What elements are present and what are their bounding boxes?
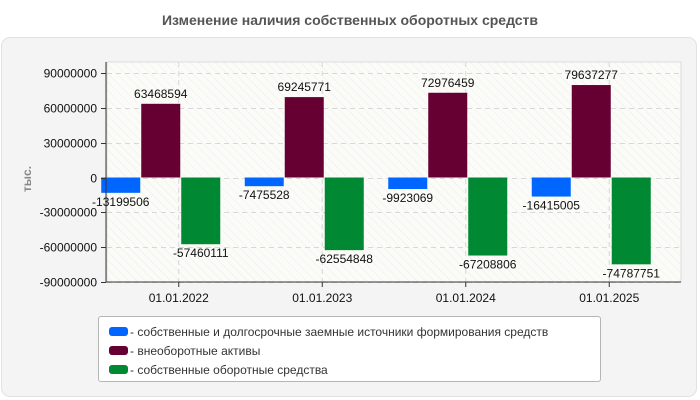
bar [101,177,141,193]
bar-value-label: 63468594 [134,87,188,101]
bar-value-label: -62554848 [316,252,374,266]
legend-label: - внеоборотные активы [130,343,261,358]
legend-item: - собственные оборотные средства [109,360,600,379]
x-tick-label: 01.01.2022 [149,291,209,305]
y-tick-label: 30000000 [44,137,98,151]
y-tick-label: -30000000 [40,206,98,220]
bar-value-label: 79637277 [565,68,619,82]
legend-item: - внеоборотные активы [109,341,600,360]
x-axis-ticks: 01.01.2022 01.01.2023 01.01.2024 01.01.2025 [149,282,640,305]
bar-value-label: 72976459 [421,76,475,90]
bar-value-label: 69245771 [278,80,332,94]
legend: - собственные и долгосрочные заемные ист… [98,316,601,382]
y-tick-label: 90000000 [44,67,98,81]
legend-label: - собственные оборотные средства [130,362,328,377]
y-tick-label: -90000000 [40,276,98,290]
bar [468,177,508,256]
bar [611,177,651,265]
legend-swatch-icon [109,346,128,355]
chart-title: Изменение наличия собственных оборотных … [161,12,539,28]
bar-value-label: -9923069 [382,191,433,205]
bar [571,85,611,178]
y-tick-label: -60000000 [40,241,98,255]
bar [428,92,468,178]
bar-value-label: -16415005 [523,199,581,213]
bar [531,177,571,197]
x-tick-label: 01.01.2025 [579,291,639,305]
x-tick-label: 01.01.2023 [292,291,352,305]
y-axis-label: тыс. [20,165,35,193]
bar-value-label: -7475528 [239,188,290,202]
bars [101,85,651,265]
bar-value-label: -13199506 [92,195,150,209]
y-axis-ticks: 90000000 60000000 30000000 0 -30000000 -60000… [40,67,106,290]
x-tick-label: 01.01.2024 [436,291,496,305]
legend-item: - собственные и долгосрочные заемные ист… [109,322,600,341]
bar [244,177,284,187]
y-tick-label: 0 [90,172,97,186]
bar [388,177,428,190]
axes [105,62,681,283]
bar [141,103,181,178]
bar-value-label: -57460111 [173,246,229,260]
legend-label: - собственные и долгосрочные заемные ист… [130,324,549,339]
legend-swatch-icon [109,365,128,374]
bar [181,177,221,245]
data-labels: -13199506 63468594 -57460111 -7475528 692457… [92,68,660,280]
bar [324,177,364,251]
bar [284,97,324,178]
legend-swatch-icon [109,327,128,336]
y-tick-label: 60000000 [44,102,98,116]
bar-value-label: -67208806 [459,258,517,272]
bar-value-label: -74787751 [603,266,661,280]
